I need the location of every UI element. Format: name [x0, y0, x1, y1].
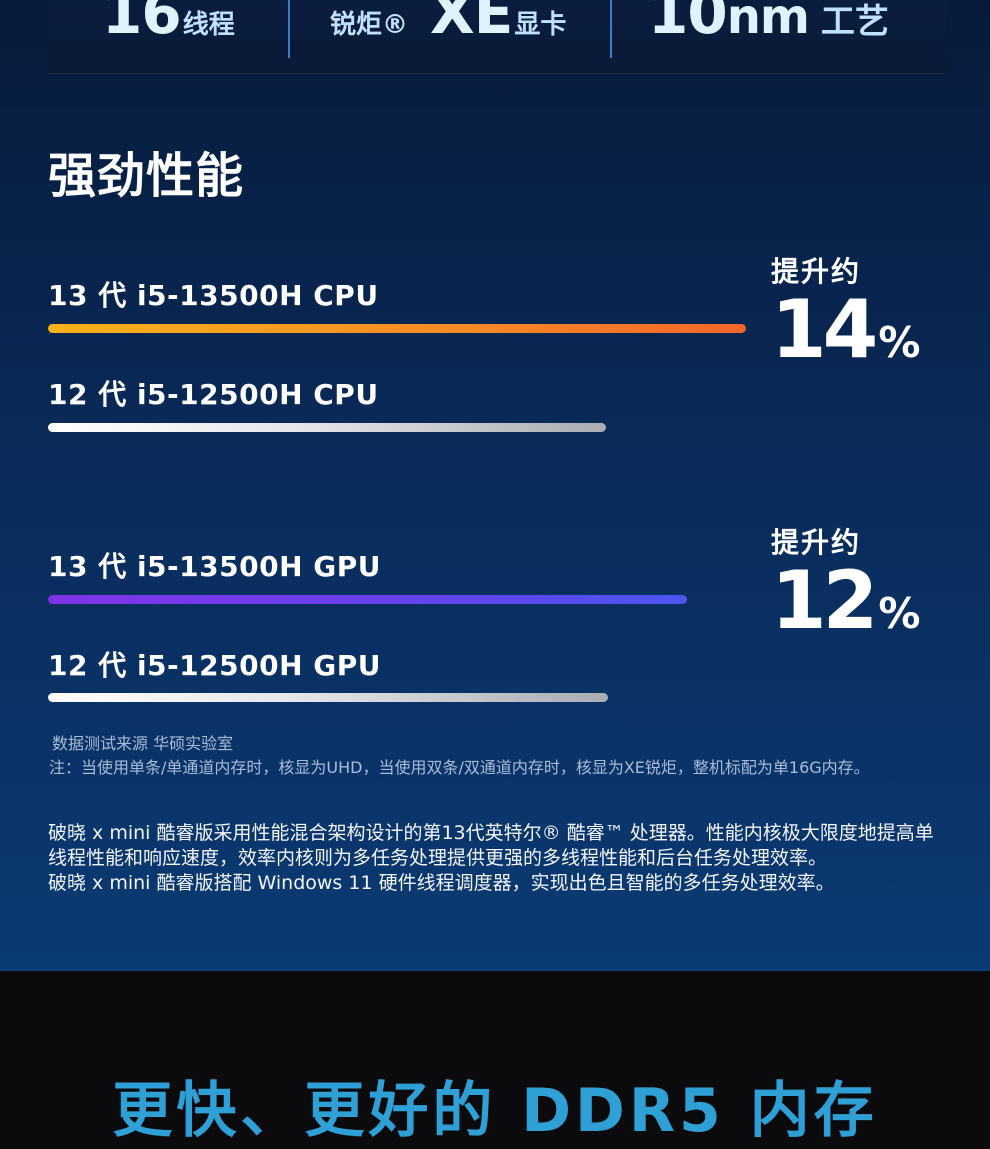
spec-divider [288, 0, 290, 58]
memory-section [0, 971, 990, 1119]
description: 破晓 x mini 酷睿版采用性能混合架构设计的第13代英特尔® 酷睿™ 处理器… [48, 821, 948, 896]
footnote: 注：当使用单条/单通道内存时，核显为UHD，当使用双条/双通道内存时，核显为XE… [49, 758, 870, 777]
spec-process: 10nm 工艺 [648, 0, 889, 43]
spec-process-value: 10 [648, 0, 728, 47]
cpu-old-bar [48, 423, 606, 432]
data-source-note: 数据测试来源 华硕实验室 [52, 734, 234, 753]
spec-process-label: 工艺 [820, 2, 889, 42]
cpu-new-label: 13 代 i5-13500H CPU [48, 279, 379, 312]
gpu-old-bar [48, 693, 608, 702]
gpu-new-label: 13 代 i5-13500H GPU [48, 550, 381, 583]
cpu-boost-unit: % [878, 318, 921, 367]
gpu-boost-value: 12 [771, 554, 878, 647]
memory-title: 更快、更好的 DDR5 内存 [112, 1076, 878, 1146]
gpu-boost: 提升约 12% [771, 521, 920, 641]
spec-graphics-label: 显卡 [514, 10, 567, 40]
cpu-boost: 提升约 14% [771, 250, 920, 370]
spec-threads-label: 线程 [182, 10, 235, 40]
spec-graphics-value: XE [430, 0, 513, 47]
spec-strip: 16线程 锐炬® XE显卡 10nm 工艺 [48, 0, 946, 74]
performance-section: 16线程 锐炬® XE显卡 10nm 工艺 强劲性能 13 代 i5-13500H … [0, 0, 990, 971]
spec-graphics-prefix: 锐炬® [330, 10, 409, 40]
description-paragraph: 破晓 x mini 酷睿版采用性能混合架构设计的第13代英特尔® 酷睿™ 处理器… [48, 822, 934, 869]
gpu-boost-label: 提升约 [771, 526, 862, 559]
spec-divider [610, 0, 612, 58]
cpu-old-label: 12 代 i5-12500H CPU [48, 378, 379, 411]
cpu-new-bar [48, 324, 746, 333]
cpu-boost-value: 14 [771, 283, 878, 376]
spec-process-unit: nm [726, 0, 810, 45]
spec-threads-value: 16 [102, 0, 182, 47]
section-title: 强劲性能 [48, 148, 245, 204]
spec-graphics: 锐炬® XE显卡 [328, 0, 566, 42]
gpu-new-bar [48, 595, 687, 604]
description-paragraph: 破晓 x mini 酷睿版搭配 Windows 11 硬件线程调度器，实现出色且… [48, 872, 835, 894]
spec-threads: 16线程 [102, 0, 235, 42]
cpu-boost-label: 提升约 [771, 255, 862, 288]
gpu-boost-unit: % [878, 589, 921, 638]
gpu-old-label: 12 代 i5-12500H GPU [48, 649, 381, 682]
